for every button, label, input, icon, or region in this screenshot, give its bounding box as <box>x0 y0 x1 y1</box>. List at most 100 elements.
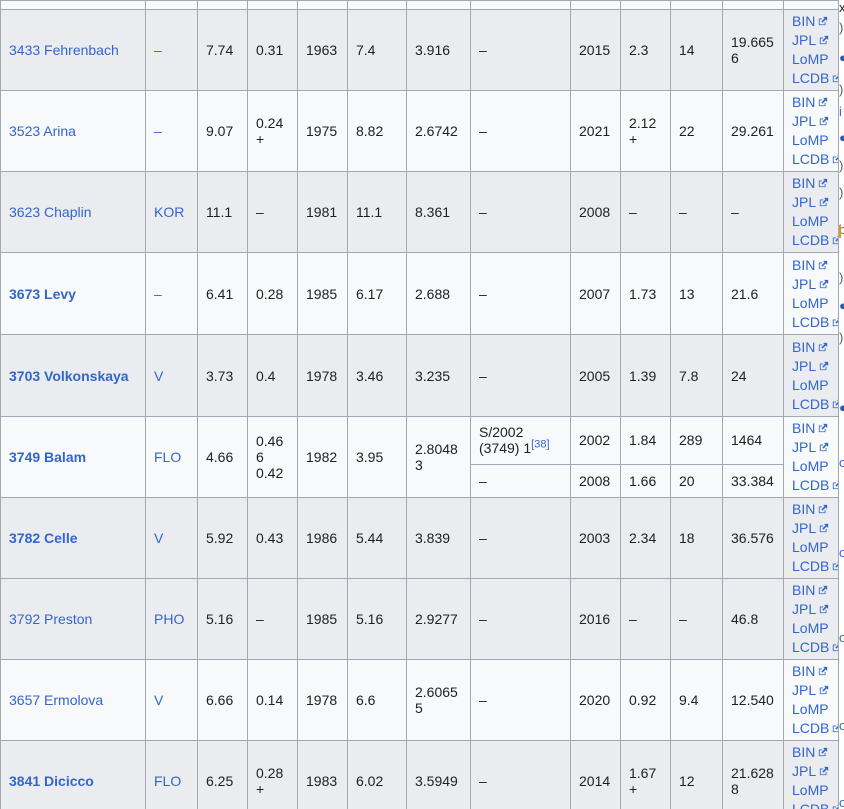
lcdb-link[interactable]: LCDB <box>792 70 838 86</box>
jpl-link[interactable]: JPL <box>792 682 829 698</box>
jpl-link-label: JPL <box>792 439 817 455</box>
rotation-period-cell: 2.80483 <box>406 416 471 498</box>
object-name-link[interactable]: 3792 Preston <box>9 611 93 627</box>
orbital-class-link[interactable]: FLO <box>154 449 182 465</box>
lomp-link[interactable]: LoMP <box>792 51 829 67</box>
diameter-ratio-cell: 0.31 <box>247 9 298 91</box>
lcdb-link[interactable]: LCDB <box>792 558 838 574</box>
diameter-ratio-cell: 0.466 0.42 <box>247 416 298 498</box>
orbital-period-cell: 1464 <box>722 416 784 465</box>
primary-diameter-cell: 6.25 <box>197 740 248 809</box>
object-name-link[interactable]: 3623 Chaplin <box>9 204 92 220</box>
external-link-icon <box>833 561 838 571</box>
lcdb-link-label: LCDB <box>792 801 830 809</box>
bin-link[interactable]: BIN <box>792 420 828 436</box>
lomp-link[interactable]: LoMP <box>792 620 829 636</box>
bin-link[interactable]: BIN <box>792 257 828 273</box>
name-cell: 3841 Dicicco <box>0 740 146 809</box>
external-link-icon <box>819 361 829 370</box>
primary-year-cell: 1978 <box>297 659 348 741</box>
lcdb-link[interactable]: LCDB <box>792 801 838 809</box>
name-cell: 3782 Celle <box>0 497 146 579</box>
orbital-class-link[interactable]: PHO <box>154 611 185 627</box>
lomp-link[interactable]: LoMP <box>792 132 829 148</box>
empty-cell <box>406 0 471 10</box>
jpl-link[interactable]: JPL <box>792 32 829 48</box>
jpl-link[interactable]: JPL <box>792 763 829 779</box>
lomp-link[interactable]: LoMP <box>792 458 829 474</box>
rotation-period-cell: 2.9277 <box>406 578 471 660</box>
orbital-class-link[interactable]: V <box>154 367 164 384</box>
lcdb-link[interactable]: LCDB <box>792 396 838 412</box>
jpl-link[interactable]: JPL <box>792 276 829 292</box>
lomp-link[interactable]: LoMP <box>792 539 829 555</box>
object-name-link[interactable]: 3523 Arina <box>9 123 76 139</box>
object-name-link[interactable]: 3782 Celle <box>9 530 78 546</box>
lomp-link[interactable]: LoMP <box>792 701 829 717</box>
bin-link[interactable]: BIN <box>792 13 828 29</box>
lomp-link[interactable]: LoMP <box>792 295 829 311</box>
table-row: 3792 Preston PHO 5.16 – 1985 5.16 2.9277… <box>0 578 839 660</box>
bin-link[interactable]: BIN <box>792 744 828 760</box>
object-name-link[interactable]: 3703 Volkonskaya <box>9 367 129 384</box>
object-name-link[interactable]: 3657 Ermolova <box>9 692 104 708</box>
object-name-link[interactable]: 3749 Balam <box>9 449 87 465</box>
orbital-class-link[interactable]: V <box>154 530 164 546</box>
diameter-ratio-cell: 0.14 <box>247 659 298 741</box>
orbital-class-link[interactable]: KOR <box>154 204 185 220</box>
jpl-link[interactable]: JPL <box>792 601 829 617</box>
jpl-link[interactable]: JPL <box>792 113 829 129</box>
external-link-icon <box>833 317 838 326</box>
lomp-link[interactable]: LoMP <box>792 782 829 798</box>
object-name-link[interactable]: 3673 Levy <box>9 285 76 302</box>
bin-link[interactable]: BIN <box>792 501 828 517</box>
lomp-link-label: LoMP <box>792 51 829 67</box>
lcdb-link[interactable]: LCDB <box>792 639 838 655</box>
jpl-link[interactable]: JPL <box>792 520 829 536</box>
class-cell: FLO <box>145 740 198 809</box>
orbital-period-cell: 12.540 <box>722 659 784 741</box>
bin-link-label: BIN <box>792 94 816 110</box>
jpl-link[interactable]: JPL <box>792 194 829 210</box>
lcdb-link[interactable]: LCDB <box>792 232 838 248</box>
jpl-link[interactable]: JPL <box>792 358 829 374</box>
orbital-class-link[interactable]: – <box>154 123 162 139</box>
lomp-link[interactable]: LoMP <box>792 377 829 393</box>
orbital-class-link[interactable]: – <box>154 42 162 58</box>
external-link-icon <box>819 35 829 45</box>
orbital-class-link[interactable]: – <box>154 285 162 302</box>
primary-year-cell: 1981 <box>297 171 348 253</box>
bin-link[interactable]: BIN <box>792 582 828 598</box>
bin-link[interactable]: BIN <box>792 94 828 110</box>
orbital-class-link[interactable]: V <box>154 692 164 708</box>
rotation-period-cell: 2.688 <box>406 252 471 335</box>
empty-cell <box>0 0 146 10</box>
lcdb-link[interactable]: LCDB <box>792 477 838 493</box>
bin-link[interactable]: BIN <box>792 339 828 355</box>
object-name-link[interactable]: 3433 Fehrenbach <box>9 42 119 58</box>
orbital-period-cell: 21.6288 <box>722 740 784 809</box>
lcdb-link[interactable]: LCDB <box>792 314 838 330</box>
bin-link[interactable]: BIN <box>792 663 828 679</box>
orbital-class-link[interactable]: FLO <box>154 773 182 789</box>
bin-link[interactable]: BIN <box>792 175 828 191</box>
lomp-link[interactable]: LoMP <box>792 213 829 229</box>
class-cell: FLO <box>145 416 198 498</box>
discovery-year-cell: 2008 <box>570 463 621 499</box>
primary-year-cell: 1986 <box>297 497 348 579</box>
primary-year-cell: 1983 <box>297 740 348 809</box>
primary-year-cell: 1985 <box>297 578 348 660</box>
orbital-period-cell: 36.576 <box>722 497 784 579</box>
external-link-icon <box>819 504 828 514</box>
lcdb-link[interactable]: LCDB <box>792 720 838 736</box>
jpl-link[interactable]: JPL <box>792 439 829 455</box>
lomp-link-label: LoMP <box>792 539 829 555</box>
primary-diameter-cell: 11.1 <box>197 171 248 253</box>
external-link-icon <box>833 73 838 83</box>
object-name-link[interactable]: 3841 Dicicco <box>9 773 94 789</box>
reference-link[interactable]: [38] <box>531 438 550 451</box>
satellite-name-cell: – <box>470 90 571 172</box>
table-row: 3433 Fehrenbach – 7.74 0.31 1963 7.4 3.9… <box>0 9 839 91</box>
lcdb-link[interactable]: LCDB <box>792 151 838 167</box>
